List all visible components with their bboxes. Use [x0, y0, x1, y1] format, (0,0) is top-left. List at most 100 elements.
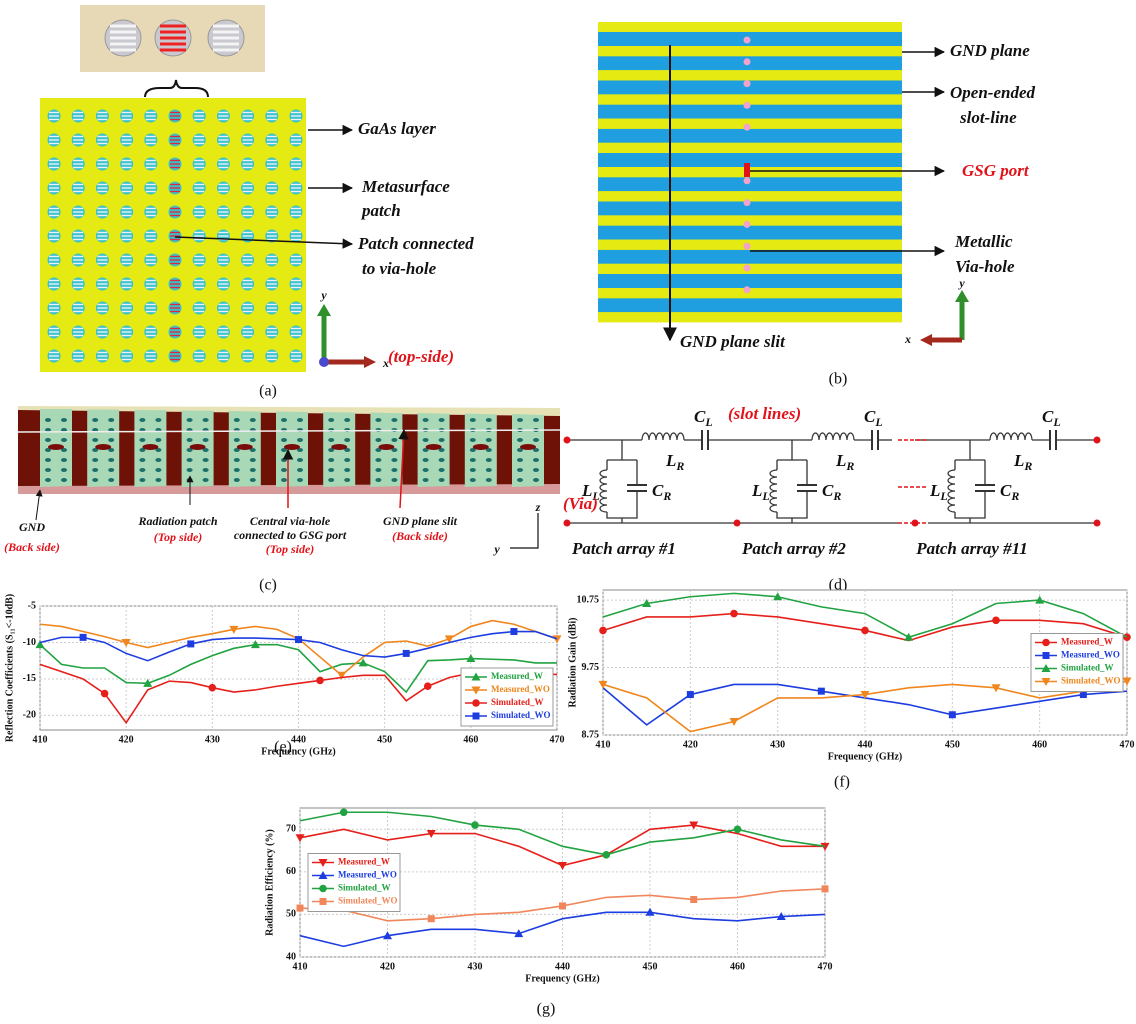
cr-label: CR [1000, 481, 1019, 503]
patch-stripe [170, 286, 180, 289]
side-note: (top-side) [388, 347, 454, 366]
cl-label-subscript: L [704, 415, 712, 429]
patch-cell [92, 448, 99, 452]
lr-label: LR [665, 451, 684, 473]
caption: (a) [259, 383, 277, 400]
patch-cell [92, 418, 99, 422]
patch-stripe [145, 118, 156, 121]
patch-stripe [194, 283, 205, 285]
patch-stripe [49, 163, 59, 165]
patch-stripe [291, 183, 301, 186]
via-hole [236, 444, 253, 450]
patch-stripe [73, 279, 84, 282]
y-tick-label: -15 [23, 673, 36, 684]
patch-stripe [170, 163, 180, 165]
patch-cell [233, 448, 240, 452]
patch-cell [391, 468, 398, 472]
patch-stripe [121, 142, 132, 145]
patch-stripe [218, 111, 229, 114]
patch-stripe [218, 183, 229, 186]
origin [319, 357, 329, 367]
patch-stripe [170, 207, 180, 210]
cr-label-symbol: C [652, 481, 664, 500]
marker [35, 640, 45, 649]
cr-label-subscript: R [832, 489, 841, 503]
patch-stripe [170, 115, 180, 117]
patch-stripe [218, 139, 229, 141]
patch-cell [469, 448, 476, 452]
patch-stripe [97, 159, 108, 162]
patch-stripe [170, 259, 180, 261]
via-hole [743, 264, 751, 272]
patch-stripe [291, 142, 301, 145]
marker [295, 636, 302, 644]
patch-cell [202, 418, 209, 422]
patch-stripe [266, 183, 277, 186]
via-hole [189, 444, 206, 450]
patch-stripe [266, 187, 277, 189]
patch-cell [233, 418, 240, 422]
legend-marker [318, 859, 328, 867]
ll-label-symbol: L [581, 481, 592, 500]
patch-stripe [218, 190, 229, 193]
patch-stripe [121, 238, 132, 241]
marker [295, 834, 305, 843]
patch-cell [533, 418, 539, 422]
marker [861, 626, 869, 635]
patch-stripe [170, 238, 180, 241]
terminal [1093, 519, 1101, 527]
patch-stripe [49, 214, 59, 217]
gnd-stripe [598, 274, 902, 288]
patch-cell [202, 438, 209, 442]
x-axis-head [920, 334, 932, 346]
patch-stripe [49, 355, 59, 357]
lr-label: LR [1013, 451, 1032, 473]
slot-gap [598, 94, 902, 105]
patch-stripe [145, 111, 156, 114]
patch-cell [45, 448, 51, 452]
inductor [769, 469, 778, 513]
via-hole [48, 444, 64, 450]
patch-stripe [218, 331, 229, 333]
slot-gap [598, 215, 902, 226]
patch-stripe [121, 307, 132, 309]
patch-stripe [121, 159, 132, 162]
patch-cell [469, 438, 476, 442]
patch-stripe [49, 259, 59, 261]
patch-stripe [170, 235, 180, 237]
patch-stripe [170, 211, 180, 213]
ll-label-symbol: L [929, 481, 940, 500]
inset-stripe [213, 24, 239, 28]
patch-stripe [97, 231, 108, 234]
ll-label: LL [751, 481, 770, 503]
patch-stripe [145, 262, 156, 265]
patch-stripe [97, 283, 108, 285]
patch-stripe [49, 327, 59, 330]
patch-stripe [194, 307, 205, 309]
via-hole [743, 286, 751, 294]
y-tick-label: 50 [286, 909, 296, 920]
patch-stripe [291, 310, 301, 313]
patch-stripe [49, 183, 59, 186]
patch-cell [281, 458, 287, 462]
marker [817, 687, 825, 695]
patch-stripe [49, 115, 59, 117]
patch-stripe [194, 238, 205, 241]
patch-stripe [194, 187, 205, 189]
patch-stripe [145, 307, 156, 309]
patch-cell [391, 458, 398, 462]
patch-stripe [170, 283, 180, 285]
patch-stripe [97, 214, 108, 217]
patch-stripe [97, 163, 108, 165]
cr-label-subscript: R [1010, 489, 1019, 503]
patch-cell [45, 458, 51, 462]
patch-cell [61, 428, 67, 432]
patch-cell [328, 418, 335, 422]
patch-stripe [218, 163, 229, 165]
patch-cell [422, 438, 429, 442]
patch-stripe [242, 211, 253, 213]
terminal [1093, 436, 1101, 444]
slot-gap [598, 118, 902, 129]
patch-stripe [218, 115, 229, 117]
patch-cell [233, 478, 240, 482]
